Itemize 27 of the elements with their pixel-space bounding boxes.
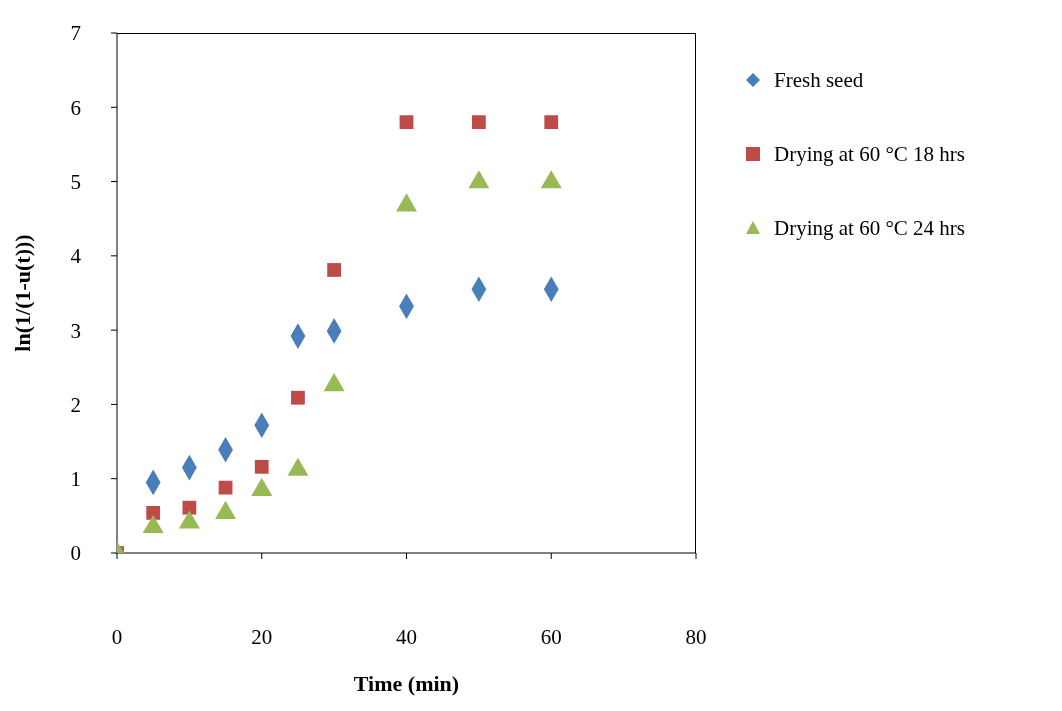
point xyxy=(182,500,197,515)
y-tick-label: 7 xyxy=(70,21,81,46)
x-axis-title: Time (min) xyxy=(352,671,461,697)
y-axis-title: ln(1/(1-u(t))) xyxy=(10,234,36,352)
x-tick-label: 60 xyxy=(540,624,562,649)
y-tick-label: 0 xyxy=(70,541,81,566)
legend-label: Drying at 60 °C 18 hrs xyxy=(774,141,965,167)
legend-label: Drying at 60 °C 24 hrs xyxy=(774,215,965,241)
point xyxy=(218,480,233,495)
y-tick-label: 1 xyxy=(70,467,81,492)
point xyxy=(327,263,342,277)
x-tick-label: 40 xyxy=(396,624,417,649)
legend-label: Fresh seed xyxy=(774,67,864,93)
point xyxy=(399,115,414,130)
x-tick-label: 20 xyxy=(251,624,273,649)
y-tick-label: 2 xyxy=(70,392,81,417)
y-tick-label: 3 xyxy=(70,318,81,343)
x-tick-label: 80 xyxy=(685,624,707,649)
y-tick-label: 5 xyxy=(70,170,81,195)
x-tick-label: 0 xyxy=(111,624,123,649)
point xyxy=(146,505,161,520)
point xyxy=(254,459,269,474)
y-tick-label: 4 xyxy=(70,244,82,269)
point xyxy=(544,115,559,130)
y-tick-label: 6 xyxy=(70,95,81,120)
point xyxy=(471,115,486,130)
point xyxy=(291,390,305,405)
